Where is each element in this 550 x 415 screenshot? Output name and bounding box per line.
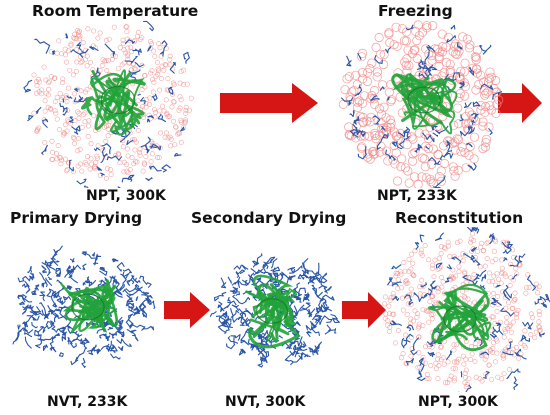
stage-title-primary-drying: Primary Drying — [10, 209, 143, 227]
condition-freezing: NPT, 233K — [377, 188, 457, 204]
water-box — [31, 24, 194, 181]
excipient-molecules — [23, 20, 190, 188]
excipient-molecules — [386, 227, 550, 392]
protein-ribbon — [59, 279, 119, 334]
snapshot-secondary-drying — [210, 253, 340, 368]
snapshot-freezing — [338, 20, 504, 188]
condition-reconstitution: NPT, 300K — [418, 394, 498, 410]
protein-ribbon — [391, 73, 458, 135]
snapshot-primary-drying — [12, 245, 156, 369]
arrow-primary-to-secondary — [164, 292, 210, 328]
condition-secondary-drying: NVT, 300K — [225, 394, 306, 410]
arrow-secondary-to-reconstitution — [342, 292, 386, 328]
condition-room-temperature: NPT, 300K — [86, 188, 166, 204]
stage-title-room-temperature: Room Temperature — [32, 2, 199, 20]
condition-primary-drying: NVT, 233K — [47, 394, 128, 410]
protein-ribbon — [81, 69, 147, 136]
stage-title-secondary-drying: Secondary Drying — [191, 209, 347, 227]
excipient-molecules — [210, 253, 340, 368]
snapshot-room-temperature — [23, 20, 194, 188]
protein-ribbon — [245, 274, 301, 349]
stage-title-freezing: Freezing — [378, 2, 453, 20]
arrow-freezing-offscreen — [498, 83, 542, 123]
snapshot-reconstitution — [382, 227, 550, 392]
stage-title-reconstitution: Reconstitution — [395, 209, 524, 227]
protein-ribbon — [427, 283, 492, 351]
arrow-room-to-freezing — [220, 83, 318, 123]
